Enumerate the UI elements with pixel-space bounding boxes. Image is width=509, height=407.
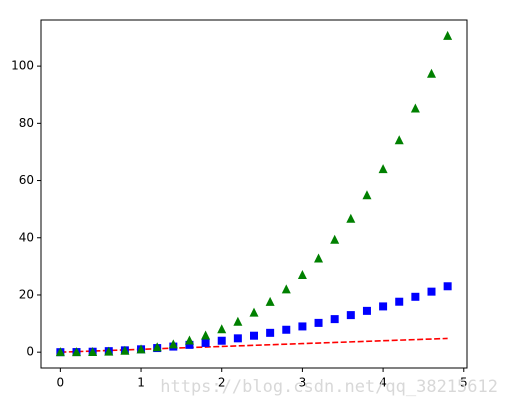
triangle-marker [152,342,162,352]
square-marker [330,315,339,324]
triangle-marker [378,164,388,174]
triangle-marker [104,346,114,356]
triangle-marker [362,190,372,200]
triangle-marker [297,269,307,279]
triangle-marker [233,316,243,326]
triangle-marker [184,335,194,345]
x-tick-label: 1 [137,376,145,390]
triangle-marker [346,213,356,223]
x-tick-label: 4 [379,376,387,390]
watermark: https://blog.csdn.net/qq_38215612 [160,377,498,397]
square-marker [217,336,226,345]
triangle-marker [201,330,211,340]
plot-frame [40,19,468,369]
x-tick-label: 3 [299,376,307,390]
x-tick-label: 0 [57,376,65,390]
y-tick-label: 20 [19,287,34,301]
square-marker [233,334,242,343]
triangle-marker [443,30,453,40]
triangle-marker [394,135,404,145]
x-tick-label: 5 [460,376,468,390]
square-marker [443,282,452,291]
triangle-marker [281,284,291,294]
y-tick-label: 80 [19,116,34,130]
triangle-marker [427,68,436,78]
triangle-marker [55,347,65,357]
triangle-marker [265,296,275,306]
square-marker [379,302,388,311]
square-marker [395,297,404,306]
triangle-marker [314,253,324,263]
series-line [60,337,448,353]
triangle-marker [330,234,340,244]
square-marker [362,306,371,315]
triangle-marker [410,103,420,113]
square-marker [346,311,355,320]
y-tick-label: 60 [19,173,34,187]
triangle-marker [249,307,259,317]
triangle-marker [136,344,146,354]
x-tick-label: 2 [218,376,226,390]
square-marker [427,287,436,296]
triangle-marker [88,346,98,356]
square-marker [250,331,258,340]
y-tick-label: 100 [11,59,34,73]
square-marker [185,340,194,349]
square-marker [298,322,307,331]
triangle-marker [120,345,130,355]
triangle-marker [168,339,178,349]
y-tick-label: 0 [26,345,34,359]
square-marker [201,338,210,347]
square-marker [411,292,420,301]
y-tick-label: 40 [19,230,34,244]
square-marker [314,318,323,327]
square-marker [266,328,275,337]
triangle-marker [72,347,81,357]
square-marker [282,325,291,334]
triangle-marker [217,324,227,334]
